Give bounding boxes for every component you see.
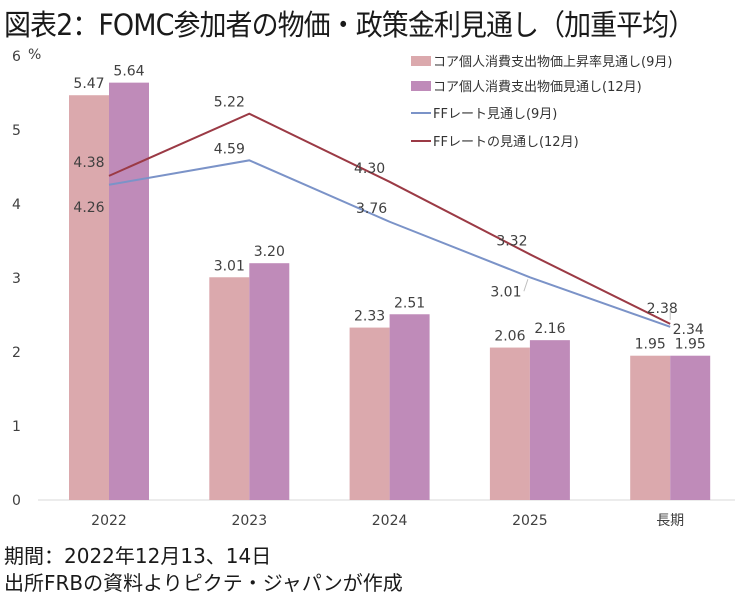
line-data-label: 2.34	[673, 322, 704, 338]
legend-label: FFレート見通し(9月)	[433, 107, 557, 122]
bar-data-label: 2.33	[354, 309, 385, 325]
y-tick-label: 0	[12, 493, 21, 509]
y-tick-label: 1	[12, 419, 21, 435]
bar	[489, 347, 530, 500]
legend-label: コア個人消費支出物価見通し(12月)	[433, 80, 642, 95]
y-tick-label: 2	[12, 345, 21, 361]
x-tick-label: 2024	[372, 513, 408, 529]
bar	[209, 277, 250, 500]
y-tick-label: 4	[12, 197, 21, 213]
source-note: 出所FRBの資料よりピクテ・ジャパンが作成	[4, 571, 403, 595]
bar-layer	[69, 82, 711, 500]
leader-line	[523, 279, 529, 292]
y-tick-label: 3	[12, 271, 21, 287]
line-data-label: 3.01	[490, 284, 521, 300]
bar	[249, 263, 290, 500]
bar	[389, 314, 430, 500]
y-tick-label: 5	[12, 123, 21, 139]
bar	[529, 340, 570, 500]
y-unit-label: %	[28, 47, 41, 63]
legend-label: FFレートの見通し(12月)	[433, 135, 579, 150]
series-line	[108, 159, 671, 328]
bar-data-label: 3.01	[214, 258, 245, 274]
bar	[349, 327, 390, 500]
line-data-label: 3.32	[496, 233, 527, 249]
line-data-label: 4.30	[354, 161, 385, 177]
bar	[670, 355, 711, 500]
line-data-label: 4.26	[73, 200, 104, 216]
legend-swatch-bar	[411, 56, 431, 66]
legend: コア個人消費支出物価上昇率見通し(9月) コア個人消費支出物価見通し(12月) FF…	[411, 54, 672, 150]
bar-data-label: 5.47	[73, 76, 104, 92]
period-note: 期間：2022年12月13、14日	[4, 544, 272, 568]
series-line	[108, 112, 671, 325]
axis-layer: 0 1 2 3 4 5 6 % 2022 2023 2024 2025 長期	[12, 47, 735, 529]
bar-data-label: 1.95	[635, 337, 666, 353]
line-layer	[108, 112, 671, 328]
legend-swatch-bar	[411, 81, 431, 91]
bar	[69, 95, 109, 500]
bar-data-label: 5.64	[113, 64, 144, 80]
x-tick-label: 2023	[231, 513, 267, 529]
x-tick-label: 2022	[91, 513, 127, 529]
label-layer: 5.47 3.01 2.33 2.06 1.95 5.64 3.20 2.51 2.16 1.95…	[73, 64, 705, 353]
bar-data-label: 2.16	[534, 321, 565, 337]
legend-label: コア個人消費支出物価上昇率見通し(9月)	[433, 54, 672, 70]
bar	[630, 355, 671, 500]
line-data-label: 5.22	[214, 95, 245, 111]
line-data-label: 2.38	[647, 301, 678, 317]
line-data-label: 4.38	[73, 155, 104, 171]
bar-data-label: 1.95	[675, 337, 706, 353]
bar-data-label: 3.20	[254, 244, 285, 260]
y-tick-label: 6	[12, 49, 21, 65]
chart-title: 図表2：FOMC参加者の物価・政策金利見通し（加重平均）	[4, 8, 695, 42]
bar-data-label: 2.51	[394, 295, 425, 311]
bar	[109, 82, 149, 500]
x-tick-label: 2025	[512, 513, 548, 529]
line-data-label: 3.76	[356, 201, 387, 217]
bar-data-label: 2.06	[494, 329, 525, 345]
line-data-label: 4.59	[214, 141, 245, 157]
x-tick-label: 長期	[656, 513, 684, 529]
